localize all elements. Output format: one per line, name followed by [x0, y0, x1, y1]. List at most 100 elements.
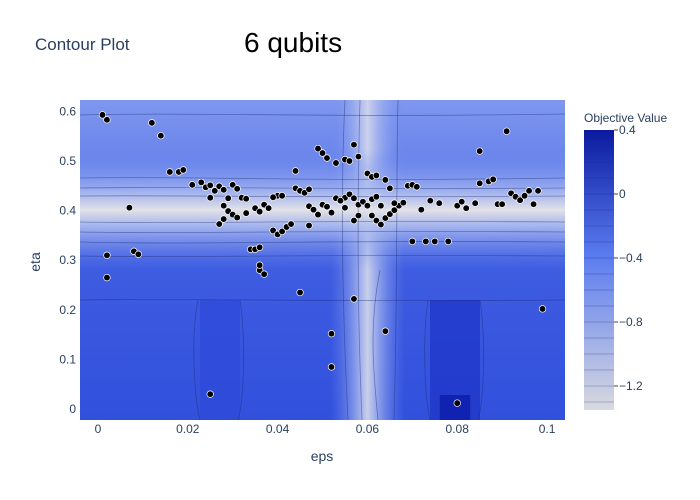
- data-point: [197, 178, 205, 187]
- data-point: [179, 166, 187, 174]
- data-point: [435, 199, 443, 207]
- data-point: [390, 199, 399, 207]
- data-point: [462, 204, 470, 212]
- colorbar: [584, 130, 614, 410]
- data-point: [399, 199, 407, 207]
- data-point: [287, 220, 295, 228]
- data-point: [269, 193, 277, 201]
- colorbar-level-lines: [584, 145, 614, 403]
- data-point: [381, 176, 390, 184]
- data-point: [413, 183, 421, 191]
- data-point: [323, 154, 331, 162]
- data-point: [453, 202, 461, 210]
- data-point: [318, 149, 327, 157]
- data-point: [269, 226, 277, 235]
- data-point: [309, 205, 318, 214]
- data-point: [103, 251, 111, 259]
- data-point: [157, 132, 165, 140]
- data-point: [350, 216, 358, 225]
- data-point: [336, 197, 345, 205]
- y-axis-ticks: 0 0.1 0.2 0.3 0.4 0.5 0.6: [59, 104, 76, 416]
- data-point: [327, 208, 336, 217]
- data-point: [386, 184, 394, 192]
- data-point: [516, 196, 524, 204]
- data-point: [381, 214, 390, 222]
- data-point: [260, 270, 268, 278]
- data-point: [525, 187, 533, 195]
- x-tick-label: 0.06: [356, 422, 380, 436]
- x-tick-label: 0.1: [539, 422, 556, 436]
- y-axis-title: eta: [27, 252, 43, 272]
- data-point: [166, 168, 174, 176]
- data-point: [476, 147, 484, 155]
- data-point: [458, 198, 466, 206]
- data-point: [103, 273, 111, 282]
- data-point: [255, 243, 264, 251]
- data-point: [220, 186, 228, 194]
- data-point: [233, 213, 241, 222]
- data-point: [278, 227, 286, 236]
- data-point: [350, 194, 358, 202]
- data-point: [220, 215, 228, 223]
- x-axis-title: eps: [311, 448, 334, 464]
- data-point: [453, 399, 461, 407]
- data-point: [386, 210, 394, 218]
- data-point: [134, 250, 143, 258]
- data-point: [345, 157, 354, 165]
- data-point: [529, 200, 538, 208]
- x-tick-label: 0.08: [446, 422, 470, 436]
- y-tick-label: 0.1: [59, 352, 76, 366]
- colorbar-tick-label: 0: [619, 187, 626, 201]
- data-point: [354, 211, 363, 220]
- data-point: [354, 152, 363, 161]
- data-point: [422, 237, 430, 246]
- data-point: [372, 216, 381, 225]
- data-point: [444, 237, 452, 246]
- y-tick-label: 0.3: [59, 253, 76, 267]
- data-point: [363, 202, 372, 210]
- y-tick-label: 0: [69, 402, 76, 416]
- data-point: [502, 127, 511, 135]
- x-tick-label: 0.02: [176, 422, 200, 436]
- data-point: [377, 202, 385, 210]
- data-point: [408, 237, 416, 246]
- data-point: [148, 119, 156, 127]
- plot-label: Contour Plot: [35, 35, 130, 54]
- data-point: [305, 185, 313, 193]
- y-tick-label: 0.4: [59, 204, 76, 218]
- data-point: [98, 111, 107, 119]
- data-point: [377, 220, 385, 229]
- contour-surface: [80, 100, 565, 420]
- data-point: [206, 194, 214, 202]
- data-point: [188, 181, 196, 189]
- data-point: [520, 192, 529, 200]
- data-point: [220, 202, 228, 210]
- data-point: [538, 305, 547, 313]
- data-points: [98, 111, 547, 407]
- data-point: [332, 159, 340, 167]
- data-point: [296, 288, 304, 297]
- colorbar-tick-label: −0.4: [619, 251, 643, 265]
- data-point: [264, 204, 273, 212]
- data-point: [103, 116, 111, 124]
- data-point: [323, 203, 331, 211]
- data-point: [350, 141, 358, 149]
- data-point: [489, 175, 497, 184]
- data-point: [206, 390, 214, 398]
- data-point: [224, 194, 232, 202]
- colorbar-tick-label: −0.8: [619, 315, 643, 329]
- data-point: [278, 192, 286, 200]
- data-point: [233, 185, 241, 193]
- colorbar-title: Objective Value: [584, 111, 667, 125]
- data-point: [359, 198, 367, 206]
- data-point: [327, 330, 336, 338]
- y-tick-label: 0.5: [59, 154, 76, 168]
- data-point: [242, 209, 250, 217]
- data-point: [255, 261, 264, 269]
- data-point: [368, 211, 376, 220]
- chart-title: 6 qubits: [244, 27, 342, 58]
- data-point: [305, 221, 313, 230]
- data-point: [372, 171, 381, 180]
- data-point: [211, 187, 219, 195]
